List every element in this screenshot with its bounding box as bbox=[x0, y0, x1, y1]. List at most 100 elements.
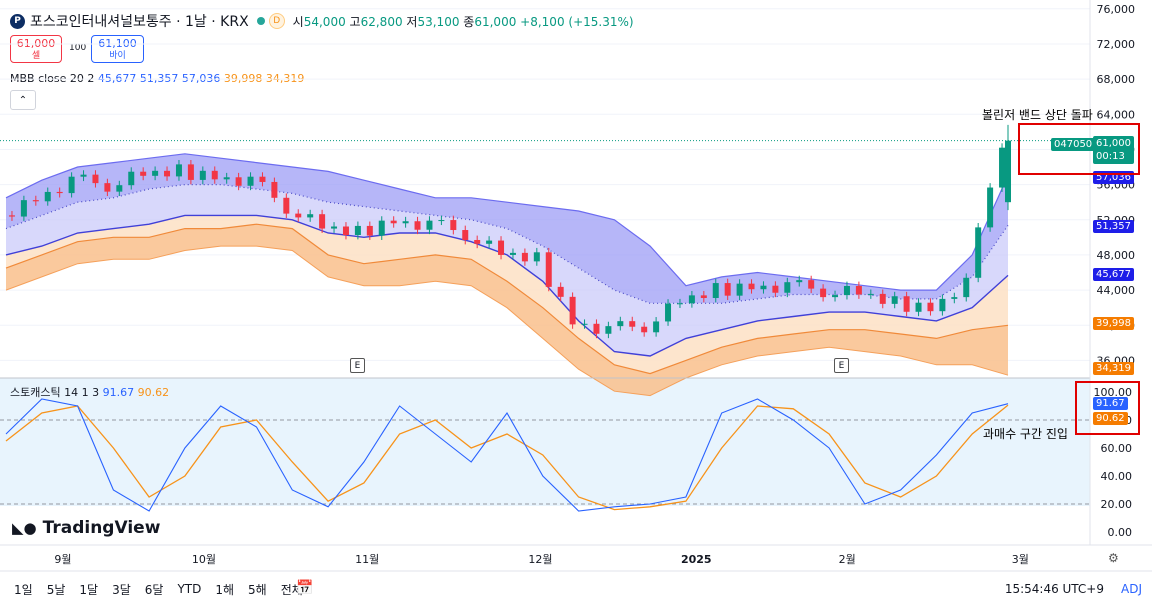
candle-body bbox=[68, 176, 75, 194]
stoch-axis-label: 20.00 bbox=[1101, 498, 1133, 511]
timeframe-button[interactable]: 6달 bbox=[144, 582, 164, 597]
candle-body bbox=[450, 220, 457, 231]
tradingview-logo[interactable]: ◣● TradingView bbox=[12, 518, 161, 538]
candle-body bbox=[760, 285, 767, 290]
candle-body bbox=[402, 221, 409, 224]
date-range-calendar-icon[interactable]: 📅 bbox=[296, 580, 314, 596]
candle-body bbox=[319, 214, 326, 229]
candle-body bbox=[509, 252, 516, 255]
candle-body bbox=[104, 183, 111, 192]
outer-band-line-1 bbox=[5, 223, 1009, 375]
candle-body bbox=[629, 321, 636, 327]
candle-body bbox=[581, 323, 588, 325]
timeframe-button[interactable]: 3달 bbox=[112, 582, 131, 597]
stoch-axis-label: 40.00 bbox=[1101, 470, 1133, 483]
clock-readout[interactable]: 15:54:46 UTC+9 bbox=[1004, 582, 1104, 596]
candle-body bbox=[235, 177, 242, 186]
candle-body bbox=[259, 176, 266, 182]
candle-body bbox=[32, 200, 39, 202]
candle-body bbox=[951, 297, 958, 299]
outer-band-fill-2 bbox=[6, 224, 1008, 396]
candle-body bbox=[414, 221, 421, 230]
timeframe-button[interactable]: 전체 bbox=[280, 582, 303, 597]
candle-body bbox=[915, 302, 922, 312]
candle-body bbox=[545, 252, 552, 287]
stoch-highlight-box bbox=[1075, 381, 1140, 435]
time-axis-label: 12월 bbox=[528, 553, 552, 566]
market-open-dot bbox=[256, 17, 265, 25]
timeframe-button[interactable]: YTD bbox=[177, 582, 202, 596]
symbol-title[interactable]: 포스코인터내셔널보통주 · 1날 · KRX bbox=[30, 14, 249, 30]
candle-body bbox=[569, 296, 576, 325]
candle-body bbox=[927, 302, 934, 312]
stoch-d-line bbox=[5, 404, 1009, 511]
stoch-axis-label: 0.00 bbox=[1108, 526, 1133, 539]
price-axis-label: 64,000 bbox=[1097, 108, 1136, 121]
outer-band-line-2 bbox=[5, 245, 1009, 397]
timeframe-button[interactable]: 5해 bbox=[248, 582, 267, 597]
earnings-event-marker[interactable]: E bbox=[834, 358, 849, 373]
candle-body bbox=[641, 326, 648, 333]
price-axis-label: 72,000 bbox=[1097, 38, 1136, 51]
candle-body bbox=[867, 293, 874, 295]
candle-body bbox=[939, 298, 946, 312]
adjust-toggle[interactable]: ADJ bbox=[1121, 582, 1142, 596]
stochastic-legend[interactable]: 스토캐스틱 14 1 3 91.67 90.62 bbox=[10, 386, 170, 399]
bollinger-legend[interactable]: MBB close 20 2 45,677 51,357 57,036 39,9… bbox=[10, 72, 305, 85]
timeframe-button[interactable]: 1일 bbox=[14, 582, 33, 597]
candle-body bbox=[187, 164, 194, 180]
candle-body bbox=[903, 296, 910, 312]
ohlc-values: 시54,000 고62,800 저53,100 종61,000 +8,100 (… bbox=[292, 14, 634, 29]
price-axis-label: 76,000 bbox=[1097, 3, 1136, 16]
buy-button[interactable]: 61,100 바이 bbox=[91, 35, 144, 63]
delayed-badge[interactable]: D bbox=[268, 13, 285, 29]
candle-body bbox=[832, 295, 839, 298]
stoch-k-line bbox=[5, 398, 1009, 512]
candle-body bbox=[486, 240, 493, 244]
candle-body bbox=[557, 286, 564, 297]
time-axis-label: 11월 bbox=[355, 553, 379, 566]
candle-body bbox=[128, 171, 135, 186]
spread-value: 100 bbox=[69, 43, 87, 53]
chevron-up-icon: ⌃ bbox=[18, 94, 28, 106]
last-price-tag: 61,000 00:13 bbox=[1093, 136, 1134, 164]
candle-body bbox=[331, 226, 338, 229]
timeframe-button[interactable]: 5날 bbox=[46, 582, 66, 597]
stoch-band-fill bbox=[0, 378, 1090, 506]
chart-header: P 포스코인터내셔널보통주 · 1날 · KRX D 시54,000 고62,8… bbox=[10, 11, 634, 31]
candle-body bbox=[152, 170, 159, 176]
time-axis-label: 2월 bbox=[839, 553, 856, 566]
ticker-tag: 047050 bbox=[1051, 138, 1096, 151]
candle-body bbox=[223, 177, 230, 180]
candle-body bbox=[712, 283, 719, 299]
candle-body bbox=[593, 323, 600, 334]
band-break-annotation: 볼린저 밴드 상단 돌파 bbox=[982, 108, 1093, 122]
price-axis-label: 48,000 bbox=[1097, 249, 1136, 262]
candle-body bbox=[116, 185, 123, 192]
timeframe-button[interactable]: 1해 bbox=[215, 582, 235, 597]
overbought-annotation: 과매수 구간 진입 bbox=[983, 427, 1068, 441]
candle-body bbox=[784, 282, 791, 293]
mid-band-tag: 51,357 bbox=[1093, 220, 1134, 233]
middle-band-line bbox=[5, 184, 1009, 304]
company-logo: P bbox=[10, 13, 25, 29]
candle-body bbox=[617, 321, 624, 327]
settings-gear-icon[interactable]: ⚙ bbox=[1108, 551, 1119, 565]
candle-body bbox=[175, 164, 182, 177]
candle-body bbox=[855, 285, 862, 295]
price-axis-label: 68,000 bbox=[1097, 73, 1136, 86]
price-axis-label: 44,000 bbox=[1097, 284, 1136, 297]
candle-body bbox=[44, 191, 51, 202]
collapse-legend-button[interactable]: ⌃ bbox=[10, 90, 36, 110]
upper-band-fill bbox=[6, 153, 1008, 304]
candle-body bbox=[342, 226, 349, 236]
candle-body bbox=[700, 295, 707, 299]
candle-body bbox=[975, 227, 982, 278]
candle-body bbox=[879, 293, 886, 304]
timeframe-button[interactable]: 1달 bbox=[79, 582, 99, 597]
earnings-event-marker[interactable]: E bbox=[350, 358, 365, 373]
candle-body bbox=[688, 295, 695, 304]
candle-body bbox=[211, 170, 218, 180]
candle-body bbox=[474, 239, 481, 244]
